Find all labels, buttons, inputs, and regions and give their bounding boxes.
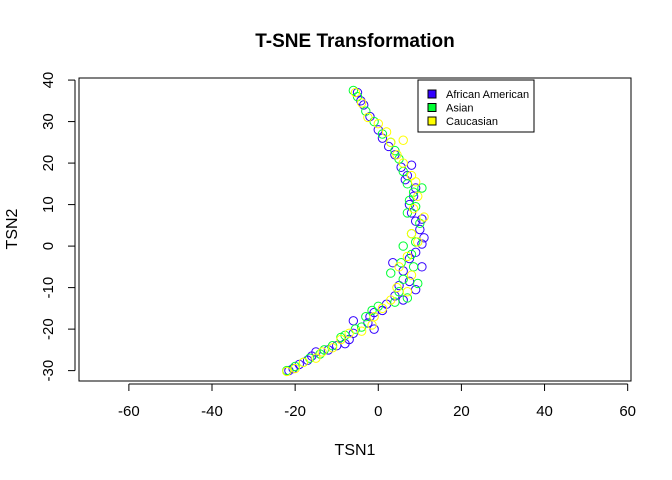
data-point [381, 127, 392, 137]
plot-area-frame [78, 77, 632, 382]
legend-label: Caucasian [446, 116, 498, 128]
data-point [398, 135, 408, 145]
data-point [404, 195, 415, 206]
data-points [282, 85, 429, 377]
data-point [398, 158, 408, 168]
y-tick-label: 10 [40, 196, 57, 213]
data-point [356, 326, 367, 336]
data-point [361, 106, 371, 116]
y-tick-label: -30 [40, 360, 57, 382]
data-point [410, 201, 421, 212]
data-point [367, 320, 377, 330]
series-1 [282, 85, 427, 376]
data-point [402, 251, 413, 262]
data-point [417, 183, 427, 193]
data-point [317, 347, 327, 357]
data-point [327, 343, 338, 353]
data-point [402, 287, 413, 297]
y-tick-label: 0 [40, 242, 57, 250]
series-2 [282, 87, 429, 377]
data-point [406, 160, 417, 170]
chart-title: T-SNE Transformation [255, 31, 455, 52]
data-point [392, 282, 402, 293]
data-point [398, 241, 408, 251]
data-point [417, 262, 427, 272]
data-point [394, 262, 404, 272]
data-point [350, 87, 361, 98]
data-point [392, 150, 402, 160]
data-point [348, 316, 359, 326]
x-tick-label: 40 [536, 403, 553, 420]
data-point [311, 353, 321, 363]
x-axis: -60 -40 -20 0 20 40 60 [118, 383, 636, 420]
data-point [386, 268, 396, 278]
data-point [359, 100, 369, 110]
data-point [408, 262, 419, 272]
data-point [367, 305, 377, 316]
legend-swatch [427, 103, 437, 112]
y-axis-label: TSN2 [4, 208, 21, 249]
data-point [413, 278, 423, 289]
x-tick-label: -20 [284, 403, 306, 420]
data-point [419, 212, 429, 222]
data-point [344, 328, 354, 338]
y-tick-label: 40 [40, 72, 57, 89]
data-point [398, 274, 408, 285]
data-point [282, 366, 292, 377]
x-tick-label: 0 [374, 403, 382, 420]
data-point [410, 177, 421, 187]
legend-label: Asian [446, 103, 474, 115]
x-tick-label: 20 [453, 403, 470, 420]
data-point [408, 204, 419, 214]
data-point [406, 270, 417, 280]
data-point [386, 295, 396, 305]
data-point [298, 357, 309, 368]
x-tick-label: -60 [118, 403, 140, 420]
data-point [377, 303, 388, 314]
x-tick-label: -40 [201, 403, 223, 420]
x-axis-label: TSN1 [335, 442, 376, 459]
y-tick-label: -20 [40, 318, 57, 340]
data-point [363, 112, 373, 123]
data-point [402, 293, 413, 303]
data-point [356, 322, 367, 332]
data-point [415, 224, 425, 235]
y-tick-label: -10 [40, 277, 57, 299]
legend-label: African American [446, 89, 529, 101]
data-point [336, 334, 346, 345]
data-point [413, 237, 423, 247]
data-point [406, 228, 417, 239]
data-point [413, 191, 423, 201]
x-tick-label: 60 [619, 403, 636, 420]
y-tick-label: 30 [40, 113, 57, 130]
data-point [388, 258, 398, 268]
legend-swatch [427, 116, 437, 126]
legend-swatch [427, 89, 437, 99]
data-point [373, 118, 383, 129]
y-tick-label: 20 [40, 155, 57, 172]
data-point [386, 137, 396, 148]
data-point [356, 98, 367, 108]
data-point [290, 363, 300, 374]
legend-box [417, 79, 535, 133]
series-0 [284, 87, 429, 376]
y-axis: -30 -20 -10 0 10 20 30 40 [40, 72, 76, 382]
